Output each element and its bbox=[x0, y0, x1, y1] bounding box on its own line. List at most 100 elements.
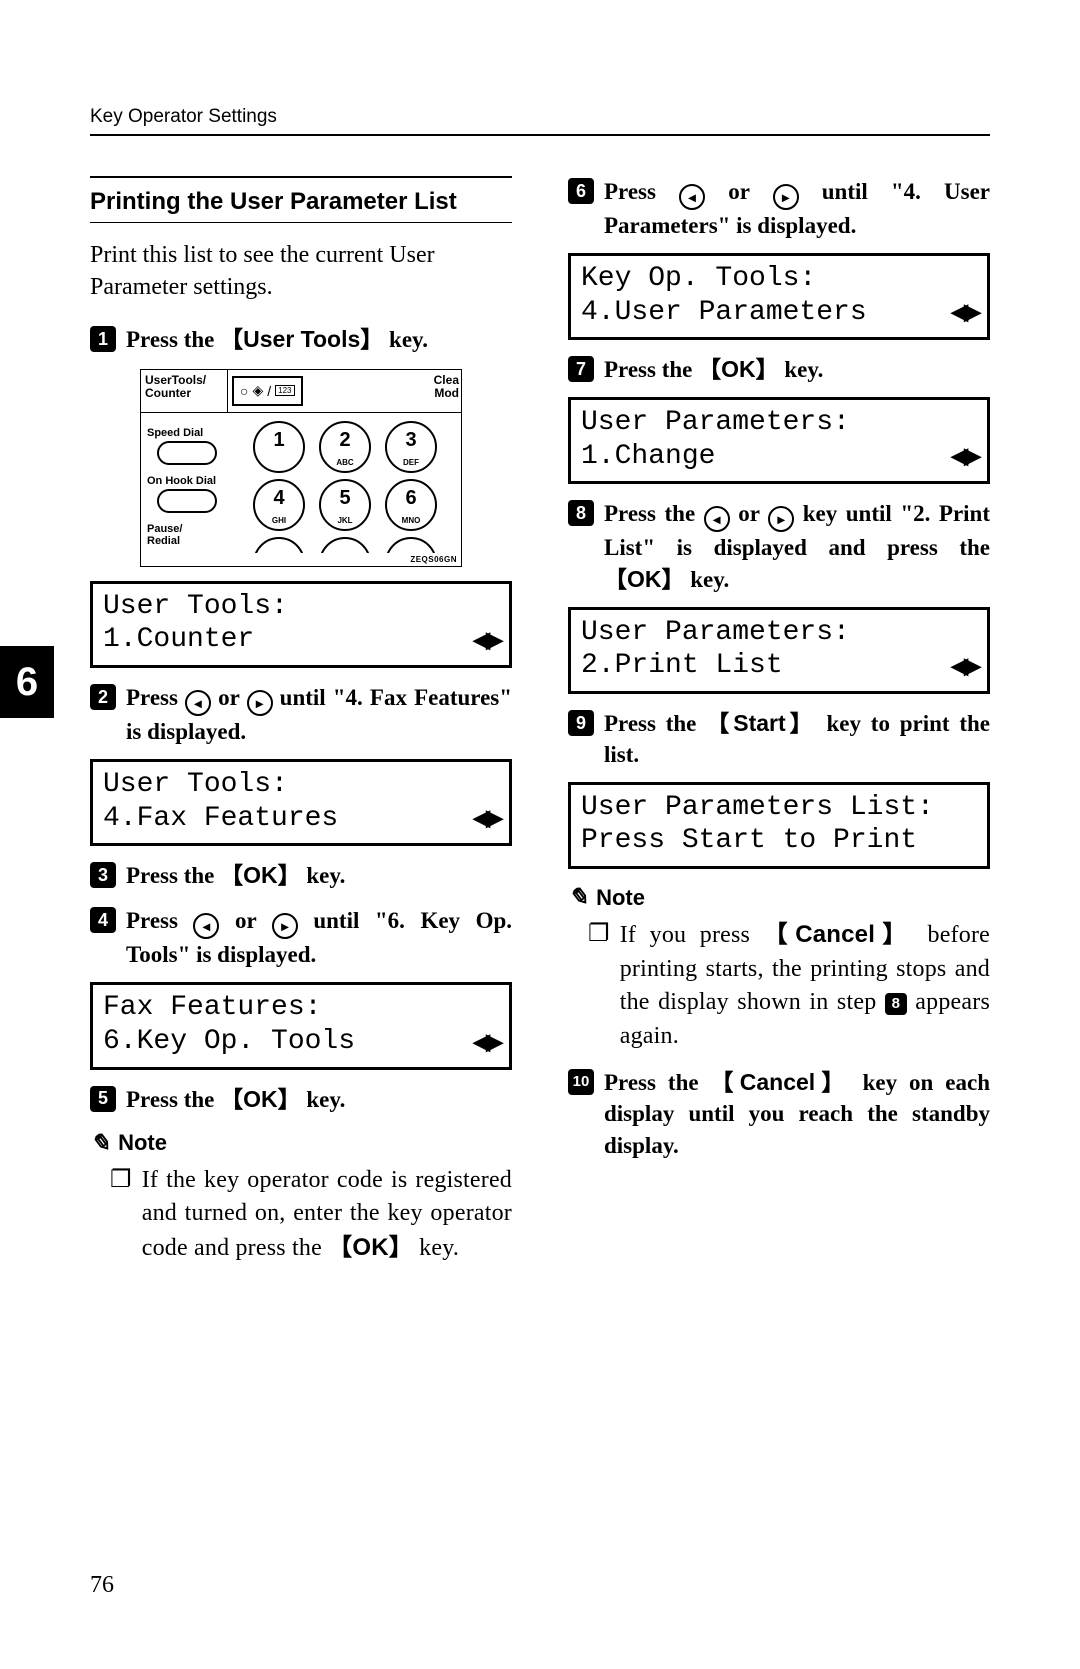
key-4: 4GHI bbox=[253, 479, 305, 531]
step-4-text: Press ◂ or ▸ until "6. Key Op. Tools" is… bbox=[126, 905, 512, 970]
step-10: 10 Press the Cancel key on each display … bbox=[568, 1067, 990, 1160]
step-9: 9 Press the Start key to print the list. bbox=[568, 708, 990, 770]
note-right: ❐ If you press Cancel before printing st… bbox=[588, 918, 990, 1053]
step-1-text: Press the User Tools key. bbox=[126, 324, 512, 355]
lcd-line: Key Op. Tools: bbox=[581, 262, 977, 296]
step-10-text: Press the Cancel key on each display unt… bbox=[604, 1067, 990, 1160]
lcd-line: User Parameters: bbox=[581, 616, 977, 650]
step-3-text: Press the OK key. bbox=[126, 860, 512, 891]
lcd-change: User Parameters: 1.Change◀▶ bbox=[568, 397, 990, 484]
left-right-icon: ◀▶ bbox=[951, 653, 977, 679]
lcd-line: 4.Fax Features bbox=[103, 802, 338, 836]
left-right-icon: ◀▶ bbox=[473, 627, 499, 653]
lcd-fax-features: User Tools: 4.Fax Features ◀▶ bbox=[90, 759, 512, 846]
right-arrow-icon: ▸ bbox=[773, 184, 799, 210]
lcd-line: 1.Counter bbox=[103, 623, 254, 657]
lcd-line: User Tools: bbox=[103, 590, 499, 624]
key-7-cut bbox=[253, 537, 305, 553]
note-heading-right: ✎ Note bbox=[568, 883, 990, 912]
key-8-cut bbox=[319, 537, 371, 553]
circle-icon: ○ bbox=[240, 383, 248, 399]
on-hook-button bbox=[157, 489, 217, 513]
step-badge-7: 7 bbox=[568, 356, 594, 382]
note-left-text: If the key operator code is registered a… bbox=[142, 1164, 512, 1266]
step-ref-badge: 8 bbox=[885, 993, 907, 1015]
step-5: 5 Press the OK key. bbox=[90, 1084, 512, 1115]
step-badge-10: 10 bbox=[568, 1069, 594, 1095]
step-2: 2 Press ◂ or ▸ until "4. Fax Features" i… bbox=[90, 682, 512, 747]
step-badge-2: 2 bbox=[90, 684, 116, 710]
step-badge-5: 5 bbox=[90, 1086, 116, 1112]
lcd-user-parameters: Key Op. Tools: 4.User Parameters ◀▶ bbox=[568, 253, 990, 340]
note-bullet-icon: ❐ bbox=[110, 1164, 132, 1266]
step-badge-9: 9 bbox=[568, 710, 594, 736]
section-rule-bottom bbox=[90, 222, 512, 223]
lcd-key-op-tools: Fax Features: 6.Key Op. Tools ◀▶ bbox=[90, 982, 512, 1069]
step-6-text: Press ◂ or ▸ until "4. User Parameters" … bbox=[604, 176, 990, 241]
step-3: 3 Press the OK key. bbox=[90, 860, 512, 891]
right-column: 6 Press ◂ or ▸ until "4. User Parameters… bbox=[568, 176, 990, 1265]
key-ok: OK bbox=[604, 566, 685, 592]
lcd-press-start: User Parameters List: Press Start to Pri… bbox=[568, 782, 990, 869]
lcd-line: 6.Key Op. Tools bbox=[103, 1025, 355, 1059]
lcd-line: User Parameters List: bbox=[581, 791, 977, 825]
left-arrow-icon: ◂ bbox=[193, 913, 219, 939]
keypad-panel: UserTools/ Counter ○ ◈/123 Clea Mod Spee… bbox=[140, 369, 462, 567]
key-ok: OK bbox=[328, 1234, 413, 1261]
step-badge-3: 3 bbox=[90, 862, 116, 888]
step-7: 7 Press the OK key. bbox=[568, 354, 990, 385]
chapter-tab: 6 bbox=[0, 646, 54, 718]
step-badge-8: 8 bbox=[568, 500, 594, 526]
right-arrow-icon: ▸ bbox=[768, 506, 794, 532]
lcd-user-tools-counter: User Tools: 1.Counter ◀▶ bbox=[90, 581, 512, 668]
speed-dial-button bbox=[157, 441, 217, 465]
section-title: Printing the User Parameter List bbox=[90, 188, 512, 216]
key-2: 2ABC bbox=[319, 421, 371, 473]
keypad: 1 2ABC 3DEF 4GHI 5JKL 6MNO bbox=[253, 421, 455, 553]
step-9-text: Press the Start key to print the list. bbox=[604, 708, 990, 770]
key-cancel: Cancel bbox=[711, 1069, 851, 1095]
left-arrow-icon: ◂ bbox=[679, 184, 705, 210]
lcd-line: Fax Features: bbox=[103, 991, 499, 1025]
left-column: Printing the User Parameter List Print t… bbox=[90, 176, 512, 1265]
key-9-cut bbox=[385, 537, 437, 553]
header-rule bbox=[90, 134, 990, 136]
lcd-line: 1.Change bbox=[581, 440, 715, 474]
on-hook-label: On Hook Dial bbox=[147, 475, 243, 487]
lcd-print-list: User Parameters: 2.Print List◀▶ bbox=[568, 607, 990, 694]
key-1: 1 bbox=[253, 421, 305, 473]
step-badge-6: 6 bbox=[568, 178, 594, 204]
panel-symbols: ○ ◈/123 bbox=[232, 376, 303, 406]
key-ok: OK bbox=[220, 1086, 301, 1112]
key-3: 3DEF bbox=[385, 421, 437, 473]
right-arrow-icon: ▸ bbox=[247, 690, 273, 716]
key-start: Start bbox=[706, 710, 817, 736]
panel-left-labels: Speed Dial On Hook Dial Pause/ Redial bbox=[147, 421, 243, 553]
key-6: 6MNO bbox=[385, 479, 437, 531]
left-right-icon: ◀▶ bbox=[473, 1029, 499, 1055]
counter-icon: 123 bbox=[275, 385, 294, 396]
lcd-line: Press Start to Print bbox=[581, 824, 977, 858]
left-right-icon: ◀▶ bbox=[473, 805, 499, 831]
step-badge-4: 4 bbox=[90, 907, 116, 933]
manual-page: Key Operator Settings 6 Printing the Use… bbox=[0, 0, 1080, 1669]
lcd-line: User Tools: bbox=[103, 768, 499, 802]
note-right-text: If you press Cancel before printing star… bbox=[620, 918, 990, 1053]
pencil-icon: ✎ bbox=[568, 883, 588, 912]
panel-code: ZEQS06GN bbox=[141, 553, 461, 566]
panel-top: UserTools/ Counter ○ ◈/123 Clea Mod bbox=[141, 370, 461, 413]
lcd-line: 4.User Parameters bbox=[581, 296, 867, 330]
columns: Printing the User Parameter List Print t… bbox=[90, 176, 990, 1265]
step-8: 8 Press the ◂ or ▸ key until "2. Print L… bbox=[568, 498, 990, 594]
key-ok: OK bbox=[698, 356, 779, 382]
key-ok: OK bbox=[220, 862, 301, 888]
note-heading-left: ✎ Note bbox=[90, 1129, 512, 1158]
step-2-text: Press ◂ or ▸ until "4. Fax Features" is … bbox=[126, 682, 512, 747]
note-left: ❐ If the key operator code is registered… bbox=[110, 1164, 512, 1266]
key-cancel: Cancel bbox=[764, 921, 914, 948]
diamond-icon: ◈ bbox=[252, 382, 263, 399]
left-arrow-icon: ◂ bbox=[185, 690, 211, 716]
key-user-tools: User Tools bbox=[220, 326, 383, 352]
left-right-icon: ◀▶ bbox=[951, 299, 977, 325]
step-7-text: Press the OK key. bbox=[604, 354, 990, 385]
